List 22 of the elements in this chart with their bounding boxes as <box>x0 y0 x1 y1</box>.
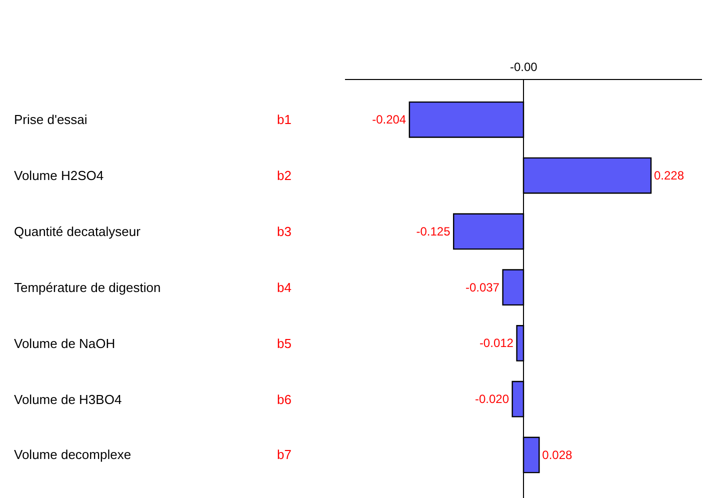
y2-tick-label: b5 <box>277 336 292 351</box>
y-tick-label: Température de digestion <box>14 280 161 295</box>
y2-tick-label: b7 <box>277 447 292 462</box>
data-label: -0.125 <box>416 224 451 238</box>
y-tick-label: Volume de H3BO4 <box>14 392 122 407</box>
data-label: -0.012 <box>479 336 514 350</box>
y2-tick-label: b6 <box>277 392 292 407</box>
data-label: 0.228 <box>654 168 684 183</box>
data-label: -0.204 <box>372 112 406 127</box>
y2-tick-label: b1 <box>277 112 292 127</box>
y-tick-label: Quantité decatalyseur <box>14 224 142 239</box>
data-label: 0.028 <box>542 448 573 462</box>
y-tick-label: Volume decomplexe <box>14 447 132 462</box>
y2-tick-label: b2 <box>277 168 292 183</box>
y-tick-label: Prise d'essai <box>14 112 88 127</box>
y2-tick-label: b4 <box>277 280 292 295</box>
y-tick-label: Volume de NaOH <box>14 336 116 351</box>
data-label: -0.037 <box>465 280 500 294</box>
data-label: -0.020 <box>474 392 510 406</box>
y2-tick-label: b3 <box>277 224 292 239</box>
text: -0.00 <box>510 60 538 74</box>
y-tick-label: Volume H2SO4 <box>14 168 104 183</box>
